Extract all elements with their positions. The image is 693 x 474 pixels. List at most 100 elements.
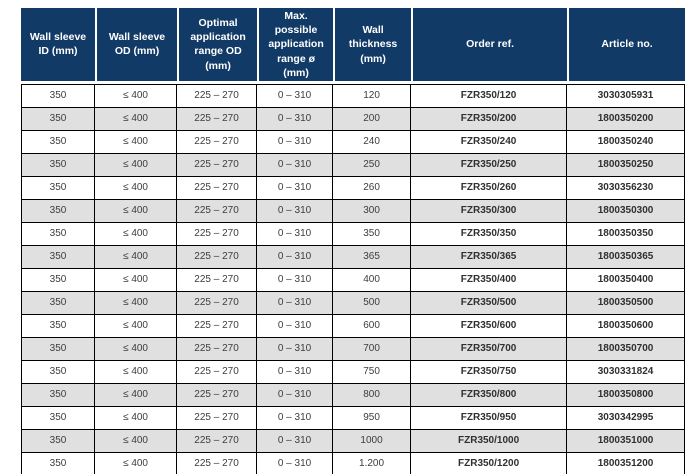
cell-order-ref: FZR350/365 (411, 245, 568, 269)
table-row: 350 ≤ 400 225 – 270 0 – 310 950 FZR350/9… (21, 406, 685, 430)
table-row: 350 ≤ 400 225 – 270 0 – 310 1000 FZR350/… (21, 429, 685, 453)
cell-wall-sleeve-od: ≤ 400 (95, 222, 178, 246)
column-header-order-ref: Order ref. (411, 8, 568, 84)
table-row: 350 ≤ 400 225 – 270 0 – 310 500 FZR350/5… (21, 291, 685, 315)
cell-article-no: 1800350500 (567, 291, 685, 315)
cell-order-ref: FZR350/300 (411, 199, 568, 223)
cell-wall-sleeve-id: 350 (21, 291, 96, 315)
table-header: Wall sleeve ID (mm) Wall sleeve OD (mm) … (21, 8, 685, 84)
cell-max-range: 0 – 310 (257, 406, 334, 430)
cell-wall-sleeve-od: ≤ 400 (95, 130, 178, 154)
cell-article-no: 1800350700 (567, 337, 685, 361)
cell-article-no: 1800350600 (567, 314, 685, 338)
cell-wall-thickness: 200 (333, 107, 412, 131)
cell-article-no: 3030356230 (567, 176, 685, 200)
cell-wall-thickness: 800 (333, 383, 412, 407)
cell-wall-thickness: 1.200 (333, 452, 412, 474)
cell-wall-sleeve-od: ≤ 400 (95, 360, 178, 384)
cell-article-no: 1800350240 (567, 130, 685, 154)
cell-wall-sleeve-od: ≤ 400 (95, 268, 178, 292)
cell-wall-sleeve-id: 350 (21, 268, 96, 292)
cell-wall-thickness: 750 (333, 360, 412, 384)
cell-wall-thickness: 260 (333, 176, 412, 200)
table-row: 350 ≤ 400 225 – 270 0 – 310 250 FZR350/2… (21, 153, 685, 177)
cell-wall-sleeve-id: 350 (21, 429, 96, 453)
cell-order-ref: FZR350/750 (411, 360, 568, 384)
table-row: 350 ≤ 400 225 – 270 0 – 310 365 FZR350/3… (21, 245, 685, 269)
cell-order-ref: FZR350/800 (411, 383, 568, 407)
cell-article-no: 1800351200 (567, 452, 685, 474)
table-row: 350 ≤ 400 225 – 270 0 – 310 350 FZR350/3… (21, 222, 685, 246)
cell-wall-sleeve-od: ≤ 400 (95, 153, 178, 177)
cell-wall-sleeve-od: ≤ 400 (95, 199, 178, 223)
cell-wall-sleeve-id: 350 (21, 406, 96, 430)
table-row: 350 ≤ 400 225 – 270 0 – 310 240 FZR350/2… (21, 130, 685, 154)
cell-max-range: 0 – 310 (257, 222, 334, 246)
table-row: 350 ≤ 400 225 – 270 0 – 310 120 FZR350/1… (21, 83, 685, 108)
cell-wall-thickness: 700 (333, 337, 412, 361)
cell-wall-thickness: 400 (333, 268, 412, 292)
column-header-wall-sleeve-id: Wall sleeve ID (mm) (21, 8, 96, 84)
cell-optimal-range-od: 225 – 270 (177, 83, 258, 108)
cell-wall-sleeve-od: ≤ 400 (95, 314, 178, 338)
cell-order-ref: FZR350/350 (411, 222, 568, 246)
cell-optimal-range-od: 225 – 270 (177, 107, 258, 131)
cell-wall-sleeve-id: 350 (21, 130, 96, 154)
cell-max-range: 0 – 310 (257, 83, 334, 108)
cell-optimal-range-od: 225 – 270 (177, 383, 258, 407)
cell-article-no: 1800351000 (567, 429, 685, 453)
cell-wall-sleeve-id: 350 (21, 383, 96, 407)
cell-order-ref: FZR350/700 (411, 337, 568, 361)
column-header-optimal-range-od: Optimal application range OD (mm) (177, 8, 258, 84)
table-row: 350 ≤ 400 225 – 270 0 – 310 600 FZR350/6… (21, 314, 685, 338)
cell-order-ref: FZR350/500 (411, 291, 568, 315)
cell-order-ref: FZR350/120 (411, 83, 568, 108)
product-spec-table: Wall sleeve ID (mm) Wall sleeve OD (mm) … (21, 8, 685, 474)
table-row: 350 ≤ 400 225 – 270 0 – 310 800 FZR350/8… (21, 383, 685, 407)
cell-wall-thickness: 250 (333, 153, 412, 177)
cell-max-range: 0 – 310 (257, 383, 334, 407)
cell-optimal-range-od: 225 – 270 (177, 199, 258, 223)
header-row: Wall sleeve ID (mm) Wall sleeve OD (mm) … (21, 8, 685, 84)
table-row: 350 ≤ 400 225 – 270 0 – 310 750 FZR350/7… (21, 360, 685, 384)
cell-optimal-range-od: 225 – 270 (177, 360, 258, 384)
table-body: 350 ≤ 400 225 – 270 0 – 310 120 FZR350/1… (21, 83, 685, 474)
cell-wall-sleeve-od: ≤ 400 (95, 406, 178, 430)
cell-max-range: 0 – 310 (257, 153, 334, 177)
cell-wall-thickness: 600 (333, 314, 412, 338)
cell-wall-sleeve-id: 350 (21, 199, 96, 223)
cell-article-no: 3030305931 (567, 83, 685, 108)
cell-order-ref: FZR350/400 (411, 268, 568, 292)
column-header-max-range: Max. possible application range ø (mm) (257, 8, 334, 84)
cell-optimal-range-od: 225 – 270 (177, 314, 258, 338)
cell-max-range: 0 – 310 (257, 199, 334, 223)
cell-wall-thickness: 350 (333, 222, 412, 246)
cell-optimal-range-od: 225 – 270 (177, 153, 258, 177)
cell-wall-sleeve-id: 350 (21, 452, 96, 474)
cell-wall-sleeve-id: 350 (21, 314, 96, 338)
table-row: 350 ≤ 400 225 – 270 0 – 310 400 FZR350/4… (21, 268, 685, 292)
cell-optimal-range-od: 225 – 270 (177, 429, 258, 453)
cell-optimal-range-od: 225 – 270 (177, 245, 258, 269)
cell-article-no: 1800350200 (567, 107, 685, 131)
cell-max-range: 0 – 310 (257, 176, 334, 200)
cell-wall-sleeve-id: 350 (21, 176, 96, 200)
cell-max-range: 0 – 310 (257, 360, 334, 384)
cell-article-no: 1800350250 (567, 153, 685, 177)
cell-order-ref: FZR350/250 (411, 153, 568, 177)
cell-max-range: 0 – 310 (257, 268, 334, 292)
column-header-wall-sleeve-od: Wall sleeve OD (mm) (95, 8, 178, 84)
cell-wall-sleeve-id: 350 (21, 245, 96, 269)
cell-article-no: 3030331824 (567, 360, 685, 384)
cell-wall-sleeve-od: ≤ 400 (95, 107, 178, 131)
table-row: 350 ≤ 400 225 – 270 0 – 310 700 FZR350/7… (21, 337, 685, 361)
column-header-article-no: Article no. (567, 8, 685, 84)
cell-wall-sleeve-id: 350 (21, 83, 96, 108)
cell-max-range: 0 – 310 (257, 337, 334, 361)
cell-article-no: 1800350400 (567, 268, 685, 292)
cell-wall-sleeve-od: ≤ 400 (95, 452, 178, 474)
cell-wall-thickness: 500 (333, 291, 412, 315)
cell-optimal-range-od: 225 – 270 (177, 130, 258, 154)
cell-optimal-range-od: 225 – 270 (177, 222, 258, 246)
